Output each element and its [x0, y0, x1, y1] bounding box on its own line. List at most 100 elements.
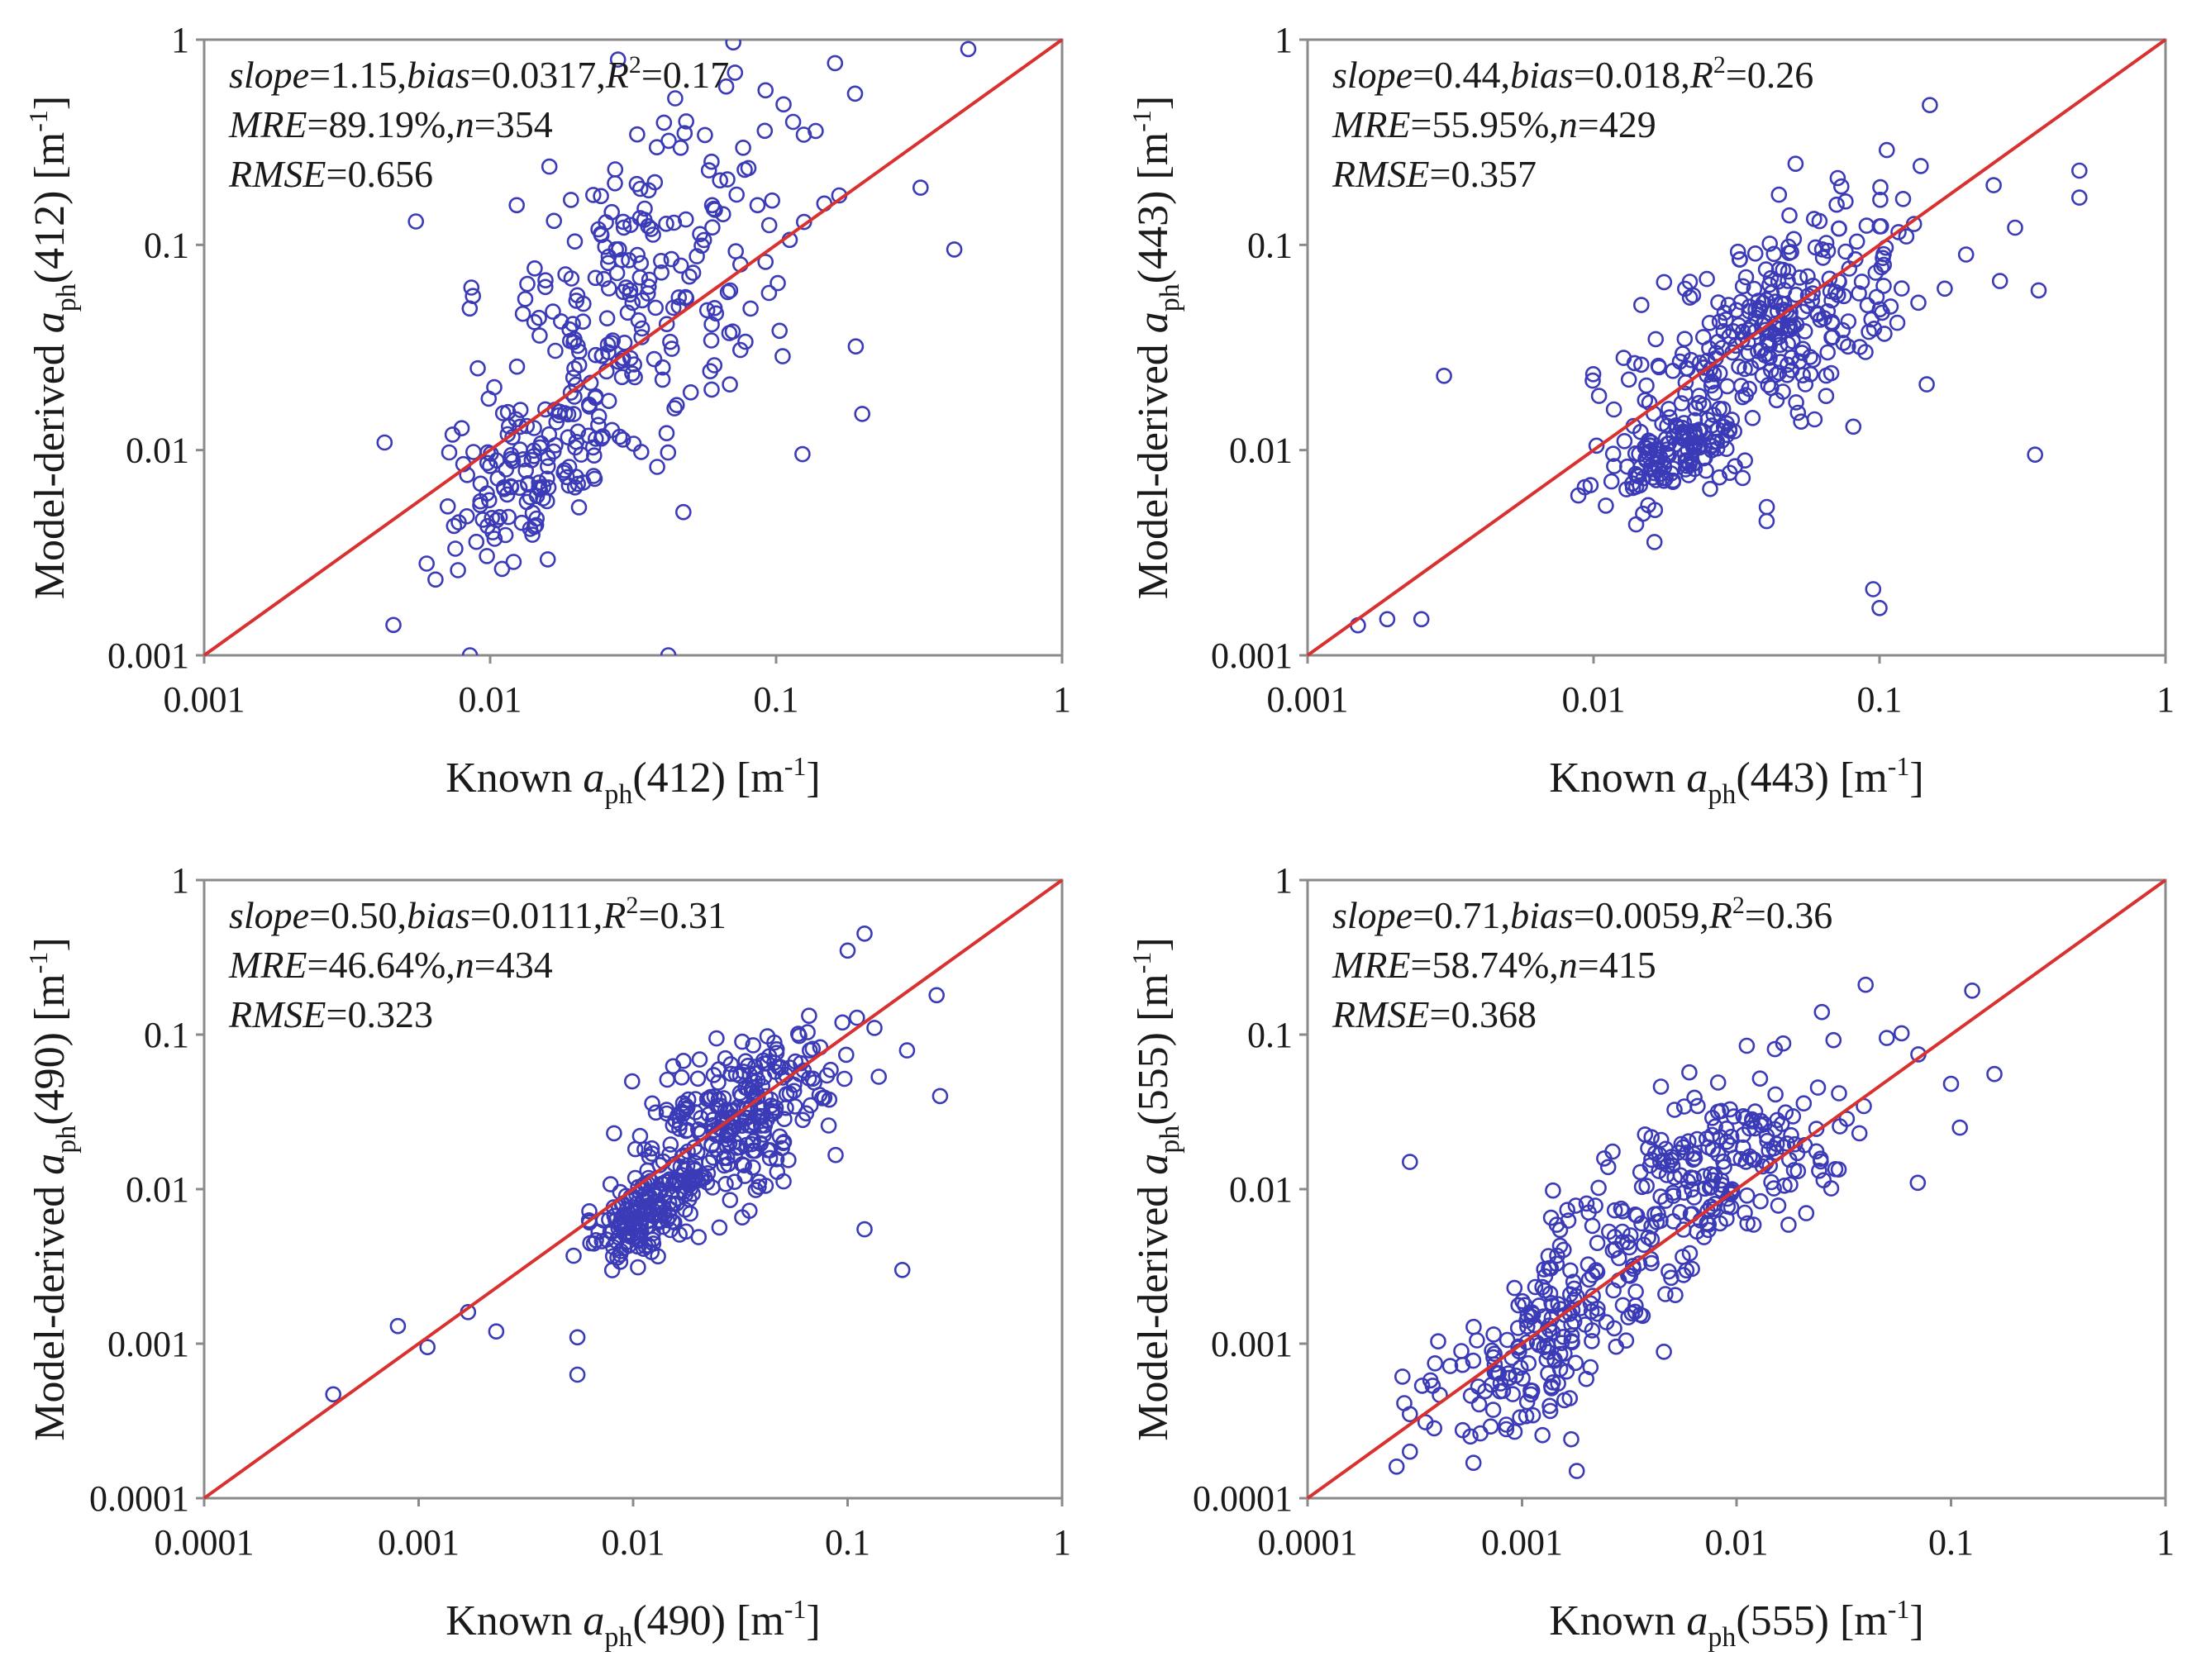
data-point: [895, 1263, 909, 1277]
data-point: [1437, 369, 1451, 383]
data-point: [765, 193, 779, 207]
data-point: [521, 277, 535, 291]
data-point: [1760, 500, 1774, 514]
data-point: [1582, 1273, 1596, 1287]
data-point: [1395, 1369, 1409, 1383]
x-axis-label: Known aph(412) [m-1]: [446, 751, 821, 810]
data-point: [600, 312, 614, 326]
data-point: [841, 944, 855, 958]
data-point: [802, 1009, 816, 1023]
data-point: [572, 500, 586, 514]
data-point: [1894, 1026, 1908, 1040]
data-point: [1428, 1356, 1442, 1370]
data-point: [2008, 221, 2023, 235]
data-point: [723, 378, 737, 392]
data-point: [428, 573, 442, 587]
y-axis-label: Model-derived aph(490) [m-1]: [23, 937, 82, 1440]
data-point: [1832, 221, 1846, 236]
y-tick-label: 1: [1275, 860, 1293, 901]
data-point: [775, 350, 789, 364]
data-point: [828, 56, 842, 70]
data-point: [2072, 191, 2086, 205]
data-point: [1640, 378, 1654, 393]
data-point: [1380, 612, 1394, 626]
data-point: [1923, 98, 1937, 112]
data-point: [933, 1089, 947, 1103]
data-point: [607, 1126, 621, 1140]
data-point: [719, 1177, 733, 1191]
data-point: [650, 140, 664, 155]
data-point: [729, 245, 743, 259]
data-point: [1944, 1077, 1958, 1091]
data-point: [728, 65, 742, 79]
data-point: [649, 301, 663, 315]
data-point: [442, 445, 456, 459]
data-point: [961, 42, 975, 56]
stats-line-3: RMSE=0.323: [228, 993, 433, 1035]
data-point: [1657, 1344, 1671, 1359]
data-point: [546, 305, 560, 319]
panel-490: 0.0001 0.001 0.01 0.1 10.00010.0010.010.11sl…: [23, 860, 1071, 1653]
data-point: [1799, 1206, 1813, 1221]
data-point: [441, 499, 455, 513]
data-point: [1760, 514, 1774, 528]
data-point: [1432, 1335, 1446, 1349]
data-point: [1789, 395, 1803, 409]
x-axis-label: Known aph(490) [m-1]: [446, 1594, 821, 1653]
data-point: [1403, 1444, 1417, 1459]
data-point: [1536, 1428, 1550, 1442]
data-point: [1821, 345, 1835, 359]
data-point: [1880, 143, 1894, 157]
stats-line-1: slope=0.71,bias=0.0059,R2=0.36: [1332, 892, 1832, 936]
data-point: [848, 87, 862, 101]
x-axis-label: Known aph(555) [m-1]: [1549, 1594, 1924, 1653]
data-point: [1622, 373, 1636, 387]
data-point: [947, 242, 961, 256]
data-point: [1839, 245, 1853, 259]
data-point: [1746, 411, 1760, 425]
data-point: [570, 1368, 584, 1382]
y-tick-label: 0.001: [107, 1324, 189, 1364]
data-point: [712, 1221, 727, 1235]
data-point: [750, 198, 765, 212]
data-point: [541, 552, 555, 566]
x-tick-label: 1: [2156, 679, 2175, 720]
data-point: [634, 445, 648, 459]
data-point: [759, 83, 773, 98]
data-point: [1398, 1397, 1412, 1411]
data-point: [1389, 1459, 1403, 1473]
data-point: [1565, 1432, 1579, 1446]
data-point: [1601, 1160, 1615, 1174]
data-point: [1590, 1236, 1604, 1250]
panel-412: 0.001 0.01 0.1 10.0010.010.11slope=1.15,bia…: [23, 20, 1071, 810]
data-point: [686, 266, 700, 280]
data-point: [516, 307, 530, 321]
data-point: [1668, 1103, 1682, 1117]
y-tick-label: 1: [1275, 20, 1293, 60]
data-point: [1466, 1320, 1480, 1334]
data-point: [1508, 1281, 1522, 1295]
data-point: [1753, 1072, 1767, 1086]
stats-line-3: RMSE=0.357: [1332, 153, 1537, 195]
data-point: [1712, 296, 1726, 310]
data-point: [1592, 389, 1606, 403]
data-point: [1830, 198, 1844, 212]
data-point: [657, 116, 671, 130]
data-point: [1781, 1218, 1795, 1232]
data-point: [1703, 482, 1718, 496]
data-point: [1850, 235, 1864, 249]
data-point: [1797, 1097, 1811, 1111]
x-tick-label: 0.01: [459, 679, 522, 720]
data-point: [1629, 1285, 1643, 1299]
data-point: [762, 218, 776, 232]
data-point: [1832, 1087, 1846, 1101]
data-point: [858, 926, 872, 940]
data-point: [1794, 415, 1808, 429]
data-point: [1414, 612, 1428, 626]
data-point: [469, 535, 484, 549]
data-point: [702, 164, 716, 178]
panels: 0.001 0.01 0.1 10.0010.010.11slope=1.15,bia…: [23, 20, 2175, 1653]
data-point: [1834, 179, 1848, 193]
data-point: [1486, 1403, 1500, 1417]
y-tick-label: 0.001: [1211, 635, 1293, 676]
